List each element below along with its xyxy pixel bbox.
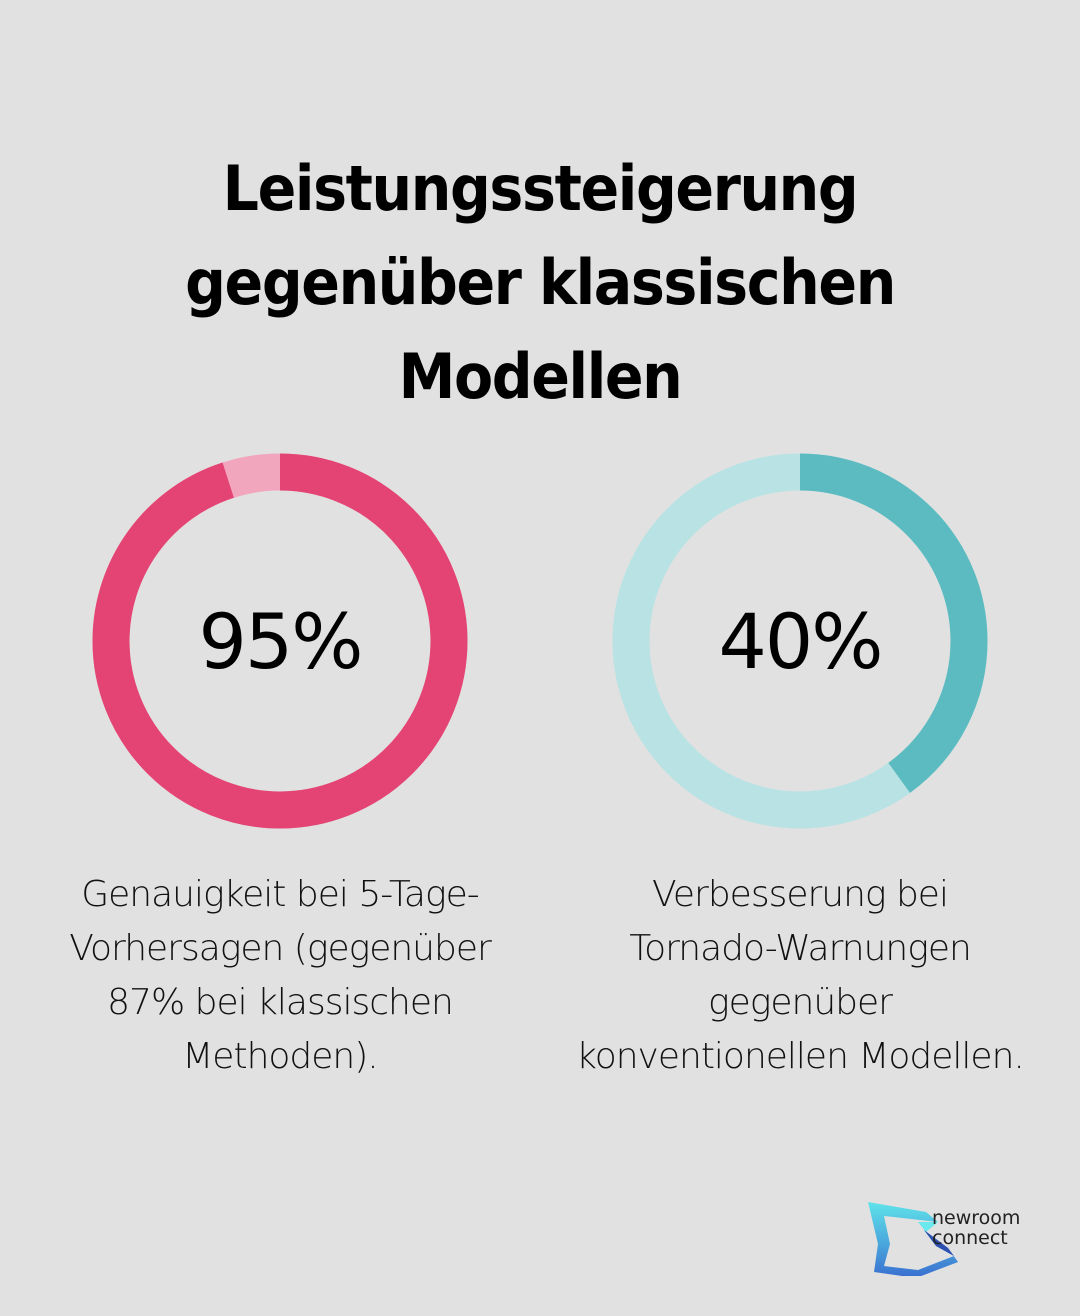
page-title: Leistungssteigerung gegenüber klassische… xyxy=(43,142,1037,424)
title-line: Leistungssteigerung xyxy=(222,151,859,225)
donut-ring xyxy=(92,453,468,829)
desc-line: 87% bei klassischen xyxy=(107,982,454,1023)
logo-line: newroom xyxy=(932,1207,1021,1229)
stat-description-accuracy: Genauigkeit bei 5-Tage- Vorhersagen (geg… xyxy=(30,868,530,1084)
stat-value: 95% xyxy=(198,596,364,686)
desc-line: Vorhersagen (gegenüber xyxy=(69,928,492,969)
title-line: gegenüber klassischen xyxy=(185,245,896,319)
desc-line: Methoden). xyxy=(182,1036,378,1077)
donut-chart-accuracy: 95% xyxy=(90,451,470,831)
desc-line: Verbesserung bei xyxy=(652,874,949,915)
stat-value: 40% xyxy=(718,596,884,686)
logo-wordmark: newroom connect xyxy=(932,1208,1020,1248)
newroom-connect-logo-icon xyxy=(868,1202,958,1276)
title-line: Modellen xyxy=(398,339,683,413)
desc-line: Tornado-Warnungen xyxy=(629,928,972,969)
desc-line: gegenüber xyxy=(708,982,893,1023)
desc-line: Genauigkeit bei 5-Tage- xyxy=(81,874,480,915)
donut-ring xyxy=(612,453,988,829)
logo-line: connect xyxy=(932,1227,1008,1249)
stat-description-tornado: Verbesserung bei Tornado-Warnungen gegen… xyxy=(550,868,1050,1084)
donut-chart-tornado: 40% xyxy=(610,451,990,831)
desc-line: konventionellen Modellen. xyxy=(576,1036,1025,1077)
